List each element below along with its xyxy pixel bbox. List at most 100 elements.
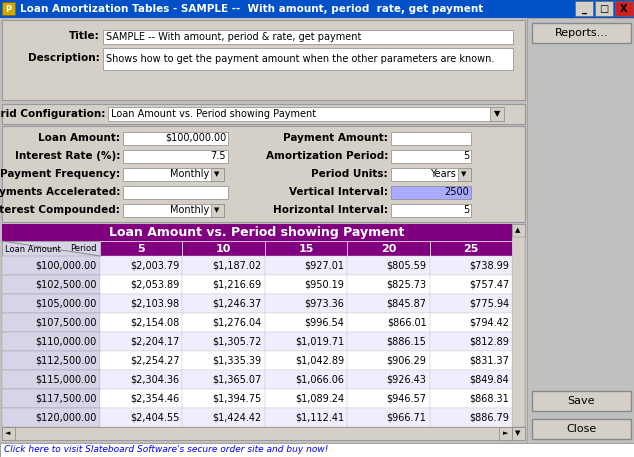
FancyBboxPatch shape [595, 1, 613, 16]
FancyBboxPatch shape [183, 370, 265, 389]
FancyBboxPatch shape [265, 389, 347, 408]
FancyBboxPatch shape [183, 332, 265, 351]
Text: $886.79: $886.79 [469, 413, 509, 423]
Text: $2,304.36: $2,304.36 [130, 374, 179, 384]
Text: □: □ [599, 4, 609, 14]
Text: 5: 5 [463, 151, 469, 161]
Text: $1,365.07: $1,365.07 [212, 374, 262, 384]
FancyBboxPatch shape [100, 370, 183, 389]
Text: Interest Rate (%):: Interest Rate (%): [15, 151, 120, 161]
FancyBboxPatch shape [512, 224, 525, 237]
Text: Vertical Interval:: Vertical Interval: [289, 187, 388, 197]
Text: $1,335.39: $1,335.39 [212, 356, 262, 366]
FancyBboxPatch shape [430, 294, 512, 313]
FancyBboxPatch shape [347, 332, 430, 351]
Text: $973.36: $973.36 [304, 298, 344, 308]
FancyBboxPatch shape [100, 332, 183, 351]
FancyBboxPatch shape [183, 313, 265, 332]
Text: $102,500.00: $102,500.00 [36, 280, 97, 289]
FancyBboxPatch shape [391, 150, 471, 163]
Text: $1,019.71: $1,019.71 [295, 336, 344, 346]
FancyBboxPatch shape [265, 256, 347, 275]
FancyBboxPatch shape [2, 313, 100, 332]
FancyBboxPatch shape [183, 351, 265, 370]
Text: $110,000.00: $110,000.00 [36, 336, 97, 346]
Text: $112,500.00: $112,500.00 [36, 356, 97, 366]
FancyBboxPatch shape [430, 256, 512, 275]
FancyBboxPatch shape [430, 241, 512, 256]
FancyBboxPatch shape [2, 256, 100, 275]
Text: $831.37: $831.37 [469, 356, 509, 366]
FancyBboxPatch shape [347, 389, 430, 408]
FancyBboxPatch shape [499, 427, 512, 440]
FancyBboxPatch shape [100, 313, 183, 332]
FancyBboxPatch shape [265, 294, 347, 313]
Text: $2,103.98: $2,103.98 [130, 298, 179, 308]
FancyBboxPatch shape [430, 275, 512, 294]
FancyBboxPatch shape [2, 351, 100, 370]
FancyBboxPatch shape [430, 370, 512, 389]
Text: Interest Compounded:: Interest Compounded: [0, 205, 120, 215]
Text: $100,000.00: $100,000.00 [165, 133, 226, 143]
Text: Payments Accelerated:: Payments Accelerated: [0, 187, 120, 197]
FancyBboxPatch shape [391, 132, 471, 145]
Text: Reports...: Reports... [555, 28, 608, 38]
FancyBboxPatch shape [265, 241, 347, 256]
FancyBboxPatch shape [183, 294, 265, 313]
FancyBboxPatch shape [512, 237, 525, 427]
FancyBboxPatch shape [430, 408, 512, 427]
Text: Loan Amount vs. Period showing Payment: Loan Amount vs. Period showing Payment [109, 226, 404, 239]
Text: Amortization Period:: Amortization Period: [266, 151, 388, 161]
FancyBboxPatch shape [2, 370, 100, 389]
Text: $805.59: $805.59 [387, 260, 427, 271]
Text: $738.99: $738.99 [469, 260, 509, 271]
FancyBboxPatch shape [123, 150, 228, 163]
FancyBboxPatch shape [532, 23, 631, 43]
Text: $2,354.46: $2,354.46 [130, 393, 179, 404]
Text: P: P [6, 5, 11, 15]
FancyBboxPatch shape [2, 20, 525, 100]
FancyBboxPatch shape [430, 332, 512, 351]
Text: $2,404.55: $2,404.55 [130, 413, 179, 423]
FancyBboxPatch shape [2, 332, 100, 351]
FancyBboxPatch shape [265, 408, 347, 427]
Text: Monthly: Monthly [170, 205, 209, 215]
Text: $845.87: $845.87 [387, 298, 427, 308]
Text: $100,000.00: $100,000.00 [36, 260, 97, 271]
Text: $1,089.24: $1,089.24 [295, 393, 344, 404]
Text: ▼: ▼ [214, 171, 220, 177]
Text: Grid Configuration:: Grid Configuration: [0, 109, 105, 119]
Text: SAMPLE -- With amount, period & rate, get payment: SAMPLE -- With amount, period & rate, ge… [106, 32, 361, 42]
FancyBboxPatch shape [211, 204, 224, 217]
Text: $2,254.27: $2,254.27 [130, 356, 179, 366]
Text: 7.5: 7.5 [210, 151, 226, 161]
FancyBboxPatch shape [2, 224, 512, 241]
FancyBboxPatch shape [615, 1, 633, 16]
FancyBboxPatch shape [0, 0, 634, 18]
FancyBboxPatch shape [100, 389, 183, 408]
FancyBboxPatch shape [183, 241, 265, 256]
FancyBboxPatch shape [347, 408, 430, 427]
Text: $1,246.37: $1,246.37 [212, 298, 262, 308]
FancyBboxPatch shape [2, 294, 100, 313]
FancyBboxPatch shape [211, 168, 224, 181]
FancyBboxPatch shape [527, 18, 634, 457]
Text: $1,066.06: $1,066.06 [295, 374, 344, 384]
Text: Click here to visit Slateboard Software's secure order site and buy now!: Click here to visit Slateboard Software'… [4, 446, 328, 455]
Text: $120,000.00: $120,000.00 [36, 413, 97, 423]
Text: $775.94: $775.94 [469, 298, 509, 308]
FancyBboxPatch shape [265, 313, 347, 332]
Text: $2,204.17: $2,204.17 [130, 336, 179, 346]
Text: ◄: ◄ [5, 430, 11, 436]
FancyBboxPatch shape [265, 370, 347, 389]
Text: ►: ► [503, 430, 508, 436]
Text: Monthly: Monthly [170, 169, 209, 179]
FancyBboxPatch shape [575, 1, 593, 16]
FancyBboxPatch shape [100, 241, 183, 256]
FancyBboxPatch shape [2, 427, 512, 440]
FancyBboxPatch shape [103, 30, 513, 44]
FancyBboxPatch shape [123, 132, 228, 145]
FancyBboxPatch shape [108, 107, 493, 121]
Text: Years: Years [430, 169, 456, 179]
Text: ▼: ▼ [494, 110, 500, 118]
